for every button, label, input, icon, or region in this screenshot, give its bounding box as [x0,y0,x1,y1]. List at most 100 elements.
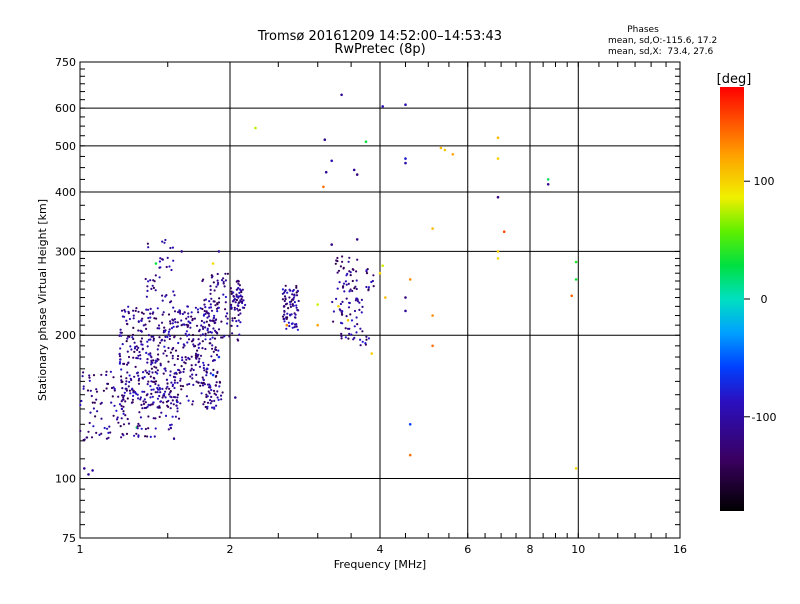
echo-point [431,344,434,348]
echo-point [127,305,130,308]
echo-point [122,410,125,413]
echo-point [283,299,286,303]
echo-point [205,320,208,323]
echo-point [356,298,359,301]
echo-point [336,256,339,260]
echo-point [207,363,210,366]
echo-point [208,300,211,303]
echo-point [159,400,163,403]
echo-point [215,404,218,407]
echo-point [146,340,149,343]
echo-point [142,371,145,374]
echo-point [378,271,382,275]
echo-point [451,153,455,156]
echo-point [126,337,129,340]
echo-point [149,279,152,282]
echo-point [152,388,155,391]
echo-point [163,339,166,342]
echo-point [235,293,238,296]
echo-point [241,295,244,298]
echo-point [570,294,573,298]
echo-point [355,331,358,334]
chart-title: Tromsø 20161209 14:52:00–14:53:43 [257,29,502,44]
echo-point [148,370,151,373]
echo-point [291,293,294,296]
echo-point [206,407,209,410]
echo-point [340,311,343,314]
echo-point [192,383,195,386]
echo-point [220,320,223,323]
x-tick-label: 6 [464,543,471,556]
stats-heading: Phases [627,25,659,35]
echo-point [206,395,209,398]
echo-point [118,334,121,337]
echo-point [330,243,334,246]
echo-point [284,284,287,287]
echo-point [163,394,166,397]
echo-point [355,173,359,176]
echo-point [199,354,203,357]
echo-point [296,289,299,292]
echo-point [192,338,195,341]
echo-point [172,346,175,350]
echo-point [199,334,202,337]
echo-point [88,421,91,425]
echo-point [351,268,354,271]
echo-point [131,336,134,339]
echo-point [206,316,209,319]
echo-point [173,363,176,366]
echo-point [201,279,204,283]
echo-point [361,330,364,333]
y-tick-label: 400 [55,186,76,199]
echo-point [189,369,192,372]
echo-point [173,318,176,321]
echo-point [230,307,233,310]
echo-point [144,277,147,281]
echo-point [138,350,141,354]
echo-point [95,431,98,434]
echo-point [203,321,206,324]
echo-point [339,265,342,268]
echo-point [176,357,179,361]
echo-point [154,427,157,430]
echo-point [186,341,189,344]
echo-point [117,395,120,398]
echo-point [235,298,238,302]
echo-point [332,310,335,313]
echo-point [149,316,152,319]
echo-point [147,372,150,376]
echo-point [237,280,240,283]
echo-point [213,392,216,395]
echo-point [134,309,137,312]
echo-point [186,383,189,386]
echo-point [88,379,91,382]
echo-point [223,335,226,338]
echo-point [574,467,578,470]
echo-point [210,309,214,312]
echo-point [120,379,123,382]
echo-point [172,395,176,399]
echo-point [169,374,172,377]
echo-point [141,343,144,346]
echo-point [213,329,217,332]
echo-point [215,393,218,396]
x-tick-label: 10 [571,543,585,556]
echo-point [164,396,167,399]
echo-point [178,309,181,312]
echo-point [152,335,155,338]
echo-point [130,401,133,404]
echo-point [149,375,152,378]
echo-point [137,329,140,332]
echo-point [184,362,187,365]
echo-point [230,292,233,295]
echo-point [161,240,164,243]
echo-point [122,396,125,399]
echo-point [141,390,144,393]
echo-point [404,157,407,160]
echo-point [210,395,213,398]
echo-point [156,369,159,372]
axis-ticks [79,62,681,538]
echo-point [175,325,178,328]
echo-point [353,325,356,328]
stats-line-o: mean, sd,O:-115.6, 17.2 [608,36,717,46]
